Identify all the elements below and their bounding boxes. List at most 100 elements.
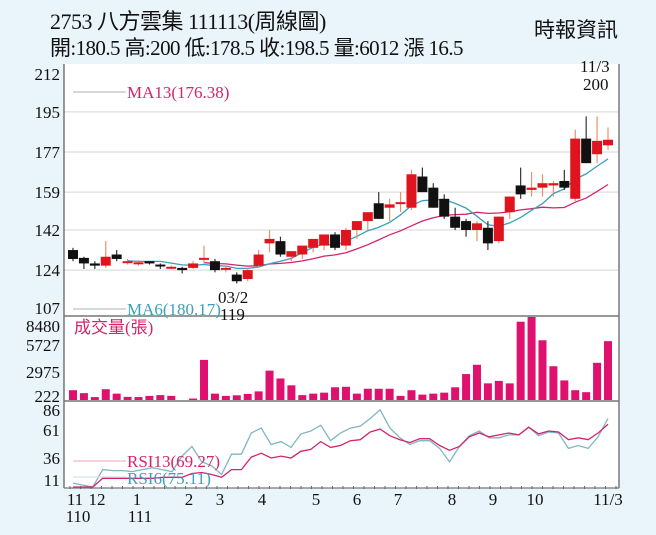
volume-bar bbox=[505, 383, 514, 400]
candle bbox=[526, 187, 537, 190]
candle bbox=[199, 257, 210, 260]
candle bbox=[231, 274, 242, 282]
volume-bar bbox=[527, 317, 536, 400]
price-tick: 212 bbox=[35, 65, 61, 84]
volume-panel bbox=[64, 316, 619, 401]
candle bbox=[515, 185, 526, 195]
rsi-tick: 36 bbox=[43, 449, 60, 468]
candle bbox=[439, 198, 450, 217]
candle bbox=[482, 227, 493, 244]
low-date-annotation: 03/2 bbox=[218, 288, 248, 307]
volume-bar bbox=[593, 362, 602, 400]
volume-bar bbox=[276, 378, 285, 400]
candle bbox=[417, 176, 428, 193]
rsi-tick: 11 bbox=[44, 471, 60, 490]
volume-bar bbox=[407, 390, 416, 400]
x-tick: 10 bbox=[527, 490, 544, 509]
volume-bar bbox=[341, 386, 350, 400]
volume-bar bbox=[243, 393, 252, 400]
candle bbox=[166, 266, 177, 269]
ma6-legend: MA6(180.17) bbox=[127, 300, 221, 319]
rsi13-legend: RSI13(69.27) bbox=[127, 452, 220, 471]
ohlc-summary: 開:180.5 高:200 低:178.5 收:198.5 量:6012 漲 1… bbox=[50, 36, 463, 60]
candle bbox=[406, 174, 417, 208]
candle bbox=[177, 267, 188, 271]
candle bbox=[351, 221, 362, 230]
volume-bar bbox=[167, 395, 176, 400]
candle bbox=[209, 261, 220, 271]
low-value-annotation: 119 bbox=[220, 305, 245, 324]
volume-bar bbox=[429, 393, 438, 400]
price-tick: 124 bbox=[35, 261, 61, 280]
x-tick: 1 bbox=[133, 490, 142, 509]
candle bbox=[275, 241, 286, 255]
moving-average-lines bbox=[127, 158, 609, 270]
candle bbox=[493, 216, 504, 242]
x-tick: 3 bbox=[216, 490, 225, 509]
volume-tick: 2975 bbox=[26, 363, 60, 382]
volume-bar bbox=[331, 387, 340, 400]
volume-bar bbox=[418, 394, 427, 400]
price-tick: 142 bbox=[35, 221, 61, 240]
volume-bar bbox=[516, 321, 525, 400]
candle bbox=[384, 204, 395, 208]
candle bbox=[264, 238, 275, 244]
volume-bar bbox=[582, 392, 591, 400]
price-tick: 177 bbox=[35, 143, 61, 162]
candle bbox=[78, 257, 89, 264]
x-tick-year: 111 bbox=[128, 507, 152, 526]
candle bbox=[297, 245, 308, 255]
volume-bar bbox=[385, 388, 394, 400]
high-value-annotation: 200 bbox=[583, 75, 609, 94]
rsi-tick: 86 bbox=[43, 401, 60, 420]
volume-bar bbox=[494, 380, 503, 400]
volume-tick: 8480 bbox=[26, 317, 60, 336]
candle bbox=[155, 264, 166, 267]
x-tick: 12 bbox=[89, 490, 106, 509]
candle bbox=[471, 223, 482, 230]
candle bbox=[111, 254, 122, 259]
rsi6-legend: RSI6(75.11) bbox=[127, 469, 211, 488]
volume-bar bbox=[145, 395, 154, 400]
x-tick-year: 110 bbox=[66, 507, 91, 526]
x-tick: 7 bbox=[394, 490, 403, 509]
candle bbox=[603, 139, 613, 146]
candle bbox=[188, 263, 199, 268]
rsi-tick: 61 bbox=[43, 421, 60, 440]
volume-bar bbox=[101, 389, 110, 400]
candle bbox=[504, 196, 515, 213]
volume-tick: 5727 bbox=[26, 336, 61, 355]
candle bbox=[340, 230, 351, 246]
candle bbox=[461, 221, 472, 230]
candle bbox=[373, 203, 384, 219]
candle bbox=[330, 234, 341, 248]
price-panel bbox=[64, 64, 619, 316]
volume-bar bbox=[200, 359, 209, 400]
volume-bar bbox=[232, 395, 241, 400]
volume-bar bbox=[451, 387, 460, 400]
volume-bar bbox=[462, 374, 471, 400]
volume-bar bbox=[69, 390, 77, 400]
rsi-lines bbox=[72, 408, 609, 488]
volume-bar bbox=[396, 395, 405, 400]
volume-bar bbox=[374, 388, 383, 400]
candle bbox=[428, 187, 439, 208]
candle bbox=[286, 251, 297, 257]
candle bbox=[68, 250, 78, 259]
volume-bar bbox=[298, 395, 307, 400]
volume-bar bbox=[79, 393, 88, 400]
candle bbox=[133, 262, 144, 265]
candle bbox=[122, 261, 133, 264]
volume-bar bbox=[309, 393, 318, 400]
volume-legend: 成交量(張) bbox=[74, 318, 153, 337]
candle bbox=[319, 234, 330, 246]
volume-bar bbox=[134, 397, 143, 400]
volume-bar bbox=[571, 390, 580, 400]
ma13-legend: MA13(176.38) bbox=[127, 83, 229, 102]
candle bbox=[395, 202, 406, 205]
high-date-annotation: 11/3 bbox=[580, 57, 610, 76]
volume-bar bbox=[265, 370, 274, 400]
candle bbox=[537, 183, 548, 188]
